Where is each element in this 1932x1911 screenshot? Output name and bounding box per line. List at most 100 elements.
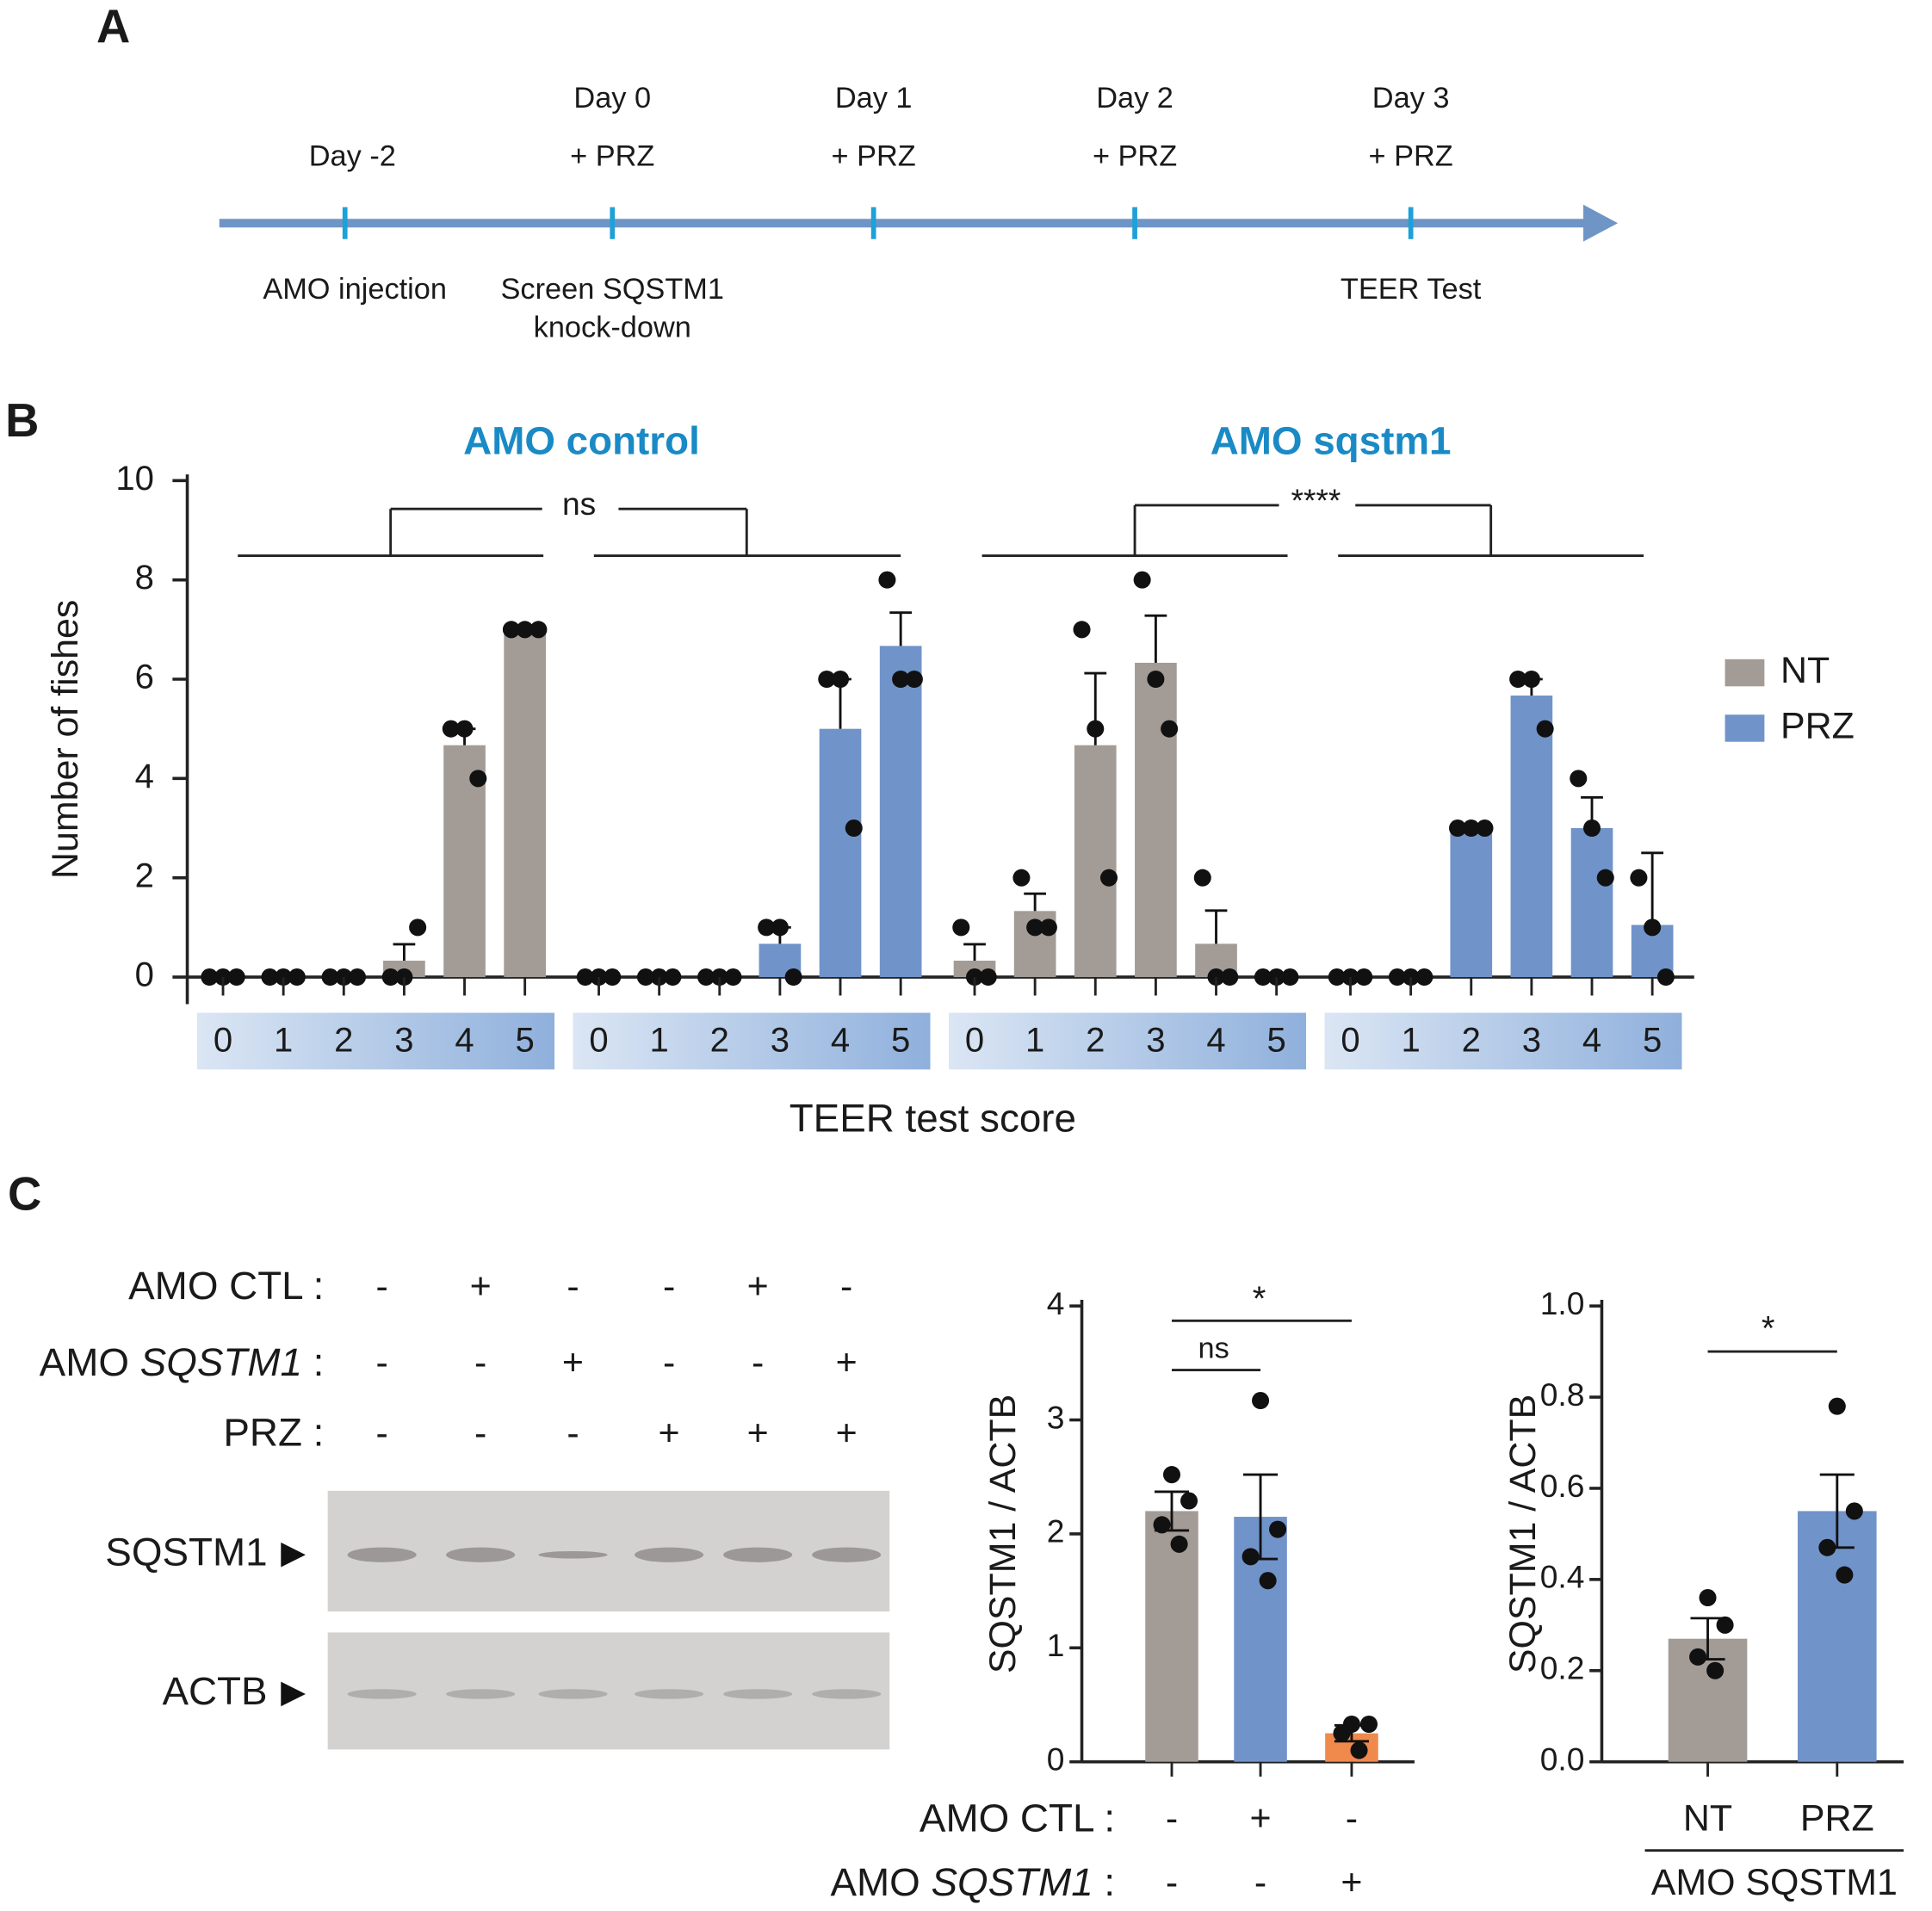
y-tick-label: 1 <box>1047 1627 1065 1663</box>
legend-label: PRZ <box>1780 705 1855 746</box>
panel-label: C <box>8 1168 41 1221</box>
blot-band <box>347 1547 417 1562</box>
point <box>1026 918 1044 937</box>
point <box>892 670 910 689</box>
point <box>1170 1535 1188 1553</box>
timeline-above: + PRZ <box>570 139 654 172</box>
point <box>1522 670 1540 689</box>
condition-value: - <box>663 1342 675 1383</box>
point <box>227 968 245 986</box>
bar <box>1510 696 1553 978</box>
condition-value: - <box>1254 1862 1266 1903</box>
point <box>1161 720 1179 738</box>
point <box>1099 869 1118 887</box>
point <box>1221 968 1239 986</box>
condition-value: - <box>375 1265 387 1307</box>
x-tick-label: 2 <box>1462 1021 1481 1059</box>
point <box>349 968 367 986</box>
point <box>1180 1492 1198 1510</box>
blot-band <box>635 1689 704 1699</box>
x-tick-label: 0 <box>1341 1021 1359 1059</box>
bar <box>1145 1511 1198 1762</box>
point <box>1818 1538 1836 1556</box>
group-title: AMO control <box>463 418 700 462</box>
score-box <box>573 1012 931 1070</box>
y-tick-label: 10 <box>115 460 154 498</box>
point <box>784 968 802 986</box>
label-part: AMO <box>830 1860 931 1904</box>
blot-panel <box>327 1632 890 1750</box>
legend-label: NT <box>1780 650 1830 691</box>
blot-band <box>635 1547 704 1562</box>
condition-value: - <box>567 1265 579 1307</box>
x-tick-label: 0 <box>589 1021 608 1059</box>
condition-value: - <box>752 1342 764 1383</box>
point <box>1644 918 1662 937</box>
band-label: ACTB <box>162 1669 267 1713</box>
point <box>1689 1648 1707 1666</box>
blot-band <box>723 1689 793 1699</box>
condition-label: AMO CTL : <box>920 1796 1115 1840</box>
x-tick-label: 3 <box>771 1021 790 1059</box>
x-tick-label: 1 <box>1401 1021 1420 1059</box>
blot-band <box>812 1689 882 1699</box>
point <box>1415 968 1434 986</box>
point <box>1350 1741 1368 1759</box>
y-tick-label: 4 <box>135 758 154 795</box>
blot-band <box>538 1550 608 1559</box>
point <box>1328 968 1346 986</box>
point <box>502 621 520 639</box>
point <box>442 720 460 738</box>
bar <box>1135 662 1177 978</box>
point <box>1333 1724 1351 1742</box>
x-tick-label: 4 <box>455 1021 474 1059</box>
band-arrow <box>281 1681 306 1707</box>
point <box>1281 968 1299 986</box>
arrow-head <box>1582 204 1619 242</box>
legend-swatch <box>1725 714 1765 742</box>
bar <box>1450 828 1493 978</box>
point <box>979 968 997 986</box>
x-tick-label: 5 <box>1643 1021 1662 1059</box>
point <box>1073 621 1091 639</box>
condition-value: - <box>375 1413 387 1454</box>
label-part: PRZ : <box>223 1411 324 1455</box>
condition-value: - <box>474 1413 486 1454</box>
x-tick-label: 4 <box>1582 1021 1601 1059</box>
condition-label: AMO SQSTM1 : <box>830 1860 1115 1904</box>
point <box>1845 1502 1863 1520</box>
panel-label: A <box>96 0 130 53</box>
significance: ns <box>562 485 596 522</box>
score-box <box>196 1012 555 1070</box>
point <box>1716 1616 1734 1634</box>
timeline-below: Screen SQSTM1 <box>501 273 724 306</box>
y-tick-label: 8 <box>135 559 154 597</box>
y-tick-label: 0.0 <box>1540 1741 1585 1777</box>
significance: **** <box>1291 482 1341 518</box>
y-tick-label: 1.0 <box>1540 1285 1585 1321</box>
timeline-above: + PRZ <box>832 139 916 172</box>
band-arrow <box>281 1542 306 1568</box>
point <box>1242 1548 1260 1566</box>
bar <box>879 646 922 978</box>
point <box>697 968 715 986</box>
x-tick-label: 5 <box>516 1021 535 1059</box>
timeline-above: + PRZ <box>1093 139 1177 172</box>
x-tick-label: 1 <box>1025 1021 1044 1059</box>
condition-value: - <box>1166 1862 1178 1903</box>
x-tick-label: PRZ <box>1800 1798 1874 1840</box>
point <box>409 918 427 937</box>
point <box>832 670 850 689</box>
y-tick-label: 0.6 <box>1540 1468 1585 1504</box>
y-tick-label: 0.4 <box>1540 1559 1585 1595</box>
condition-value: + <box>747 1413 769 1454</box>
x-tick-label: 2 <box>334 1021 353 1059</box>
point <box>1706 1661 1725 1679</box>
y-axis-label: Number of fishes <box>45 600 86 879</box>
condition-value: + <box>659 1413 680 1454</box>
label-part: SQSTM1 <box>140 1340 302 1384</box>
group-title: AMO sqstm1 <box>1211 418 1452 462</box>
x-tick-label: 5 <box>1267 1021 1286 1059</box>
